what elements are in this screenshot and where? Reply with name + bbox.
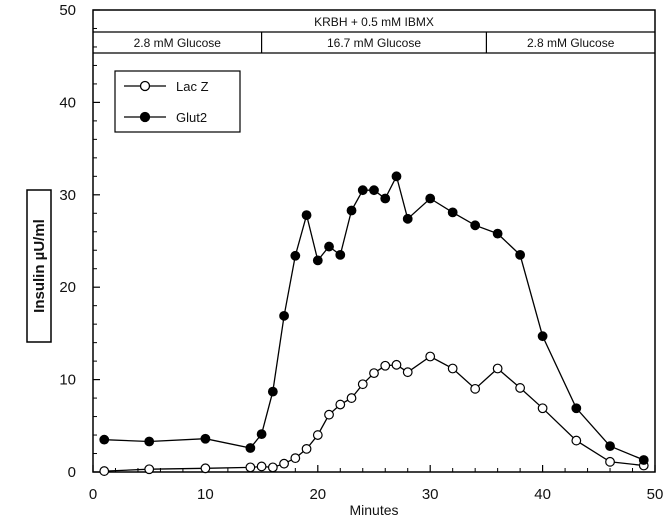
- x-tick-label: 30: [422, 486, 439, 503]
- data-point-lac-z: [402, 367, 413, 378]
- chart-title: KRBH + 0.5 mM IBMX: [314, 15, 434, 29]
- data-point-lac-z: [256, 461, 267, 472]
- data-point-glut2: [605, 441, 615, 452]
- y-axis-label-box: Insulin µU/ml: [26, 189, 52, 343]
- legend-label-glut2: Glut2: [176, 110, 207, 125]
- x-tick-label: 0: [89, 486, 97, 503]
- data-point-glut2: [279, 310, 289, 321]
- data-point-glut2: [301, 210, 312, 221]
- data-point-glut2: [380, 193, 391, 204]
- data-point-lac-z: [492, 363, 503, 374]
- y-tick-label: 10: [59, 372, 76, 389]
- condition-bands: 2.8 mM Glucose 16.7 mM Glucose 2.8 mM Gluc…: [134, 32, 615, 53]
- data-point-lac-z: [357, 379, 368, 390]
- data-point-glut2: [144, 436, 155, 447]
- data-point-lac-z: [605, 456, 615, 467]
- x-tick-label: 10: [197, 486, 214, 503]
- y-tick-label: 30: [59, 187, 76, 204]
- data-point-glut2: [571, 403, 582, 414]
- series-glut2: [99, 171, 649, 465]
- y-tick-label: 20: [59, 279, 76, 296]
- axes: 0 10 20 30 40 50 0 10 20 30 40 50: [59, 2, 663, 503]
- data-point-lac-z: [515, 383, 526, 393]
- data-point-lac-z: [290, 453, 301, 464]
- y-tick-label: 0: [68, 464, 76, 481]
- data-point-lac-z: [571, 435, 582, 446]
- data-point-glut2: [200, 433, 211, 444]
- data-point-lac-z: [200, 463, 211, 474]
- data-point-lac-z: [346, 393, 357, 403]
- y-tick-label: 40: [59, 94, 76, 111]
- data-point-glut2: [324, 241, 334, 252]
- data-point-lac-z: [267, 462, 278, 473]
- legend: Lac Z Glut2: [114, 70, 241, 133]
- data-point-lac-z: [279, 458, 289, 469]
- y-axis-label: Insulin µU/ml: [31, 219, 48, 313]
- data-point-lac-z: [425, 351, 436, 362]
- data-point-lac-z: [380, 360, 391, 371]
- data-point-glut2: [515, 249, 526, 260]
- data-point-lac-z: [391, 359, 402, 370]
- data-point-glut2: [369, 185, 379, 196]
- data-point-glut2: [537, 331, 548, 342]
- data-point-glut2: [470, 220, 481, 231]
- data-point-lac-z: [447, 363, 458, 374]
- band-label: 2.8 mM Glucose: [527, 36, 615, 50]
- legend-box: [114, 70, 241, 133]
- x-axis-label: Minutes: [349, 502, 398, 518]
- data-point-glut2: [99, 434, 110, 445]
- data-point-glut2: [391, 171, 402, 182]
- data-point-glut2: [402, 213, 413, 224]
- data-point-glut2: [346, 205, 357, 216]
- data-point-glut2: [357, 185, 368, 196]
- data-point-glut2: [290, 250, 301, 261]
- data-point-glut2: [335, 249, 346, 260]
- series-lac-z: [99, 351, 649, 476]
- data-point-glut2: [492, 228, 503, 239]
- legend-marker-glut2: [139, 111, 151, 123]
- series-line-glut2: [104, 174, 645, 461]
- band-label: 16.7 mM Glucose: [327, 36, 421, 50]
- data-point-lac-z: [245, 462, 256, 473]
- y-axis-label-frame: [26, 189, 52, 343]
- data-point-lac-z: [324, 409, 334, 420]
- data-point-lac-z: [312, 430, 323, 440]
- legend-marker-lac-z: [139, 80, 151, 92]
- data-point-lac-z: [369, 368, 379, 379]
- x-tick-label: 20: [309, 486, 326, 503]
- data-point-lac-z: [537, 403, 548, 414]
- data-point-glut2: [245, 443, 256, 453]
- data-point-lac-z: [99, 466, 110, 476]
- data-point-glut2: [267, 386, 278, 397]
- condition-header: KRBH + 0.5 mM IBMX: [93, 15, 655, 54]
- data-point-glut2: [312, 255, 323, 266]
- data-point-glut2: [638, 455, 649, 465]
- data-point-lac-z: [470, 383, 481, 394]
- series-layer: [99, 171, 649, 476]
- data-point-glut2: [447, 207, 458, 218]
- x-tick-label: 40: [534, 486, 551, 503]
- band-label: 2.8 mM Glucose: [134, 36, 222, 50]
- data-point-glut2: [256, 429, 267, 440]
- plot-frame: [92, 9, 656, 473]
- legend-label-lac-z: Lac Z: [176, 79, 209, 94]
- data-point-glut2: [425, 193, 436, 204]
- data-point-lac-z: [144, 464, 155, 475]
- data-point-lac-z: [301, 444, 312, 454]
- x-tick-label: 50: [647, 486, 664, 503]
- y-tick-label: 50: [59, 2, 76, 19]
- data-point-lac-z: [335, 399, 346, 410]
